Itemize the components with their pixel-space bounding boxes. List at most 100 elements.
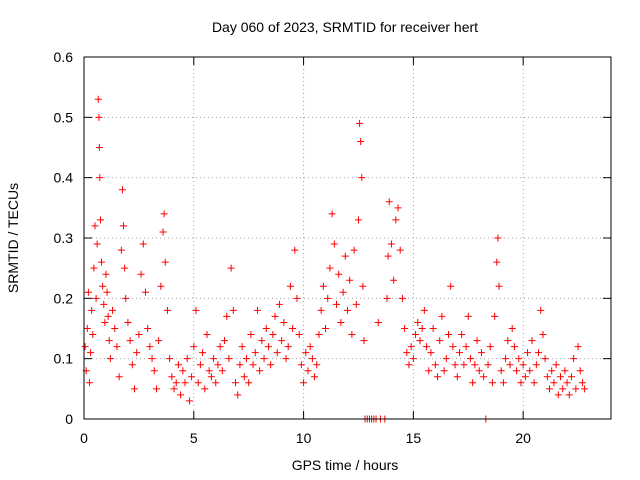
data-point — [94, 95, 102, 103]
data-point — [515, 355, 523, 363]
data-point — [83, 325, 91, 332]
data-point — [100, 300, 108, 308]
y-axis-label: SRMTID / TECUs — [5, 183, 21, 293]
y-tick-label: 0.5 — [54, 109, 74, 125]
data-point — [539, 331, 547, 339]
y-tick-label: 0.3 — [54, 230, 74, 246]
x-tick-label: 0 — [80, 430, 88, 446]
grid — [84, 57, 611, 419]
data-point — [462, 343, 470, 351]
data-point — [477, 349, 485, 357]
data-point — [278, 337, 286, 345]
data-point — [155, 337, 163, 345]
data-point — [412, 331, 420, 339]
data-point — [535, 349, 543, 357]
data-point — [212, 379, 220, 387]
data-point — [201, 385, 209, 393]
data-point — [313, 361, 321, 369]
data-point — [302, 349, 310, 357]
data-point — [137, 270, 145, 278]
data-point — [464, 312, 472, 320]
data-point — [530, 379, 538, 387]
data-point — [115, 373, 123, 381]
data-point — [124, 318, 132, 326]
data-point — [170, 385, 178, 393]
x-axis-label: GPS time / hours — [292, 457, 399, 473]
y-tick-label: 0.6 — [54, 49, 74, 65]
data-point — [317, 306, 325, 314]
data-point — [552, 361, 560, 369]
data-point — [484, 361, 492, 369]
data-point — [99, 282, 107, 290]
data-point — [174, 361, 182, 369]
data-point — [495, 282, 503, 290]
data-point — [469, 379, 477, 387]
data-point — [131, 385, 139, 393]
data-point — [144, 325, 152, 332]
data-point — [247, 331, 255, 339]
data-point — [81, 343, 89, 351]
x-tick-label: 5 — [190, 430, 198, 446]
data-point — [401, 325, 409, 332]
data-point — [559, 385, 567, 393]
data-point — [315, 331, 323, 339]
data-point — [339, 288, 347, 296]
data-point — [581, 385, 589, 393]
data-point — [98, 258, 106, 266]
data-point — [486, 343, 494, 351]
data-point — [385, 198, 393, 206]
data-point — [431, 361, 439, 369]
data-point — [95, 113, 103, 121]
data-point — [350, 246, 358, 254]
data-point — [133, 349, 141, 357]
data-point — [447, 282, 455, 290]
data-point — [517, 379, 525, 387]
data-point — [289, 325, 297, 332]
data-point — [120, 222, 128, 230]
data-point — [121, 264, 129, 272]
data-point — [216, 343, 224, 351]
data-point — [567, 373, 575, 381]
data-point — [199, 349, 207, 357]
data-point — [561, 367, 569, 375]
data-point — [519, 361, 527, 369]
data-point — [330, 240, 338, 248]
data-point — [398, 294, 406, 302]
data-point — [504, 337, 512, 345]
data-point — [344, 306, 351, 314]
data-point — [159, 228, 167, 236]
x-tick-label: 20 — [515, 430, 531, 446]
data-point — [466, 355, 474, 363]
data-point — [394, 204, 402, 212]
data-point — [207, 373, 215, 381]
data-point — [297, 361, 305, 369]
data-point — [183, 355, 191, 363]
data-point — [337, 318, 345, 326]
data-point — [438, 312, 446, 320]
chart-title: Day 060 of 2023, SRMTID for receiver her… — [212, 19, 478, 35]
data-point — [440, 367, 448, 375]
data-point — [554, 391, 562, 399]
data-point — [157, 282, 165, 290]
data-point — [91, 222, 99, 230]
data-point — [319, 282, 327, 290]
data-point — [570, 355, 578, 363]
data-point — [95, 144, 103, 151]
data-point — [356, 119, 364, 127]
data-point — [249, 361, 257, 369]
data-point — [324, 294, 332, 302]
data-point — [203, 331, 211, 339]
data-point — [499, 379, 507, 387]
data-point — [190, 343, 198, 351]
data-point — [87, 349, 95, 357]
data-point — [416, 337, 424, 345]
data-point — [427, 349, 435, 357]
data-point — [103, 288, 111, 296]
data-point — [101, 318, 109, 326]
data-point — [126, 337, 134, 345]
data-point — [348, 331, 356, 339]
data-point — [188, 373, 196, 381]
data-point — [85, 379, 93, 387]
data-point — [258, 337, 266, 345]
data-point — [286, 282, 294, 290]
